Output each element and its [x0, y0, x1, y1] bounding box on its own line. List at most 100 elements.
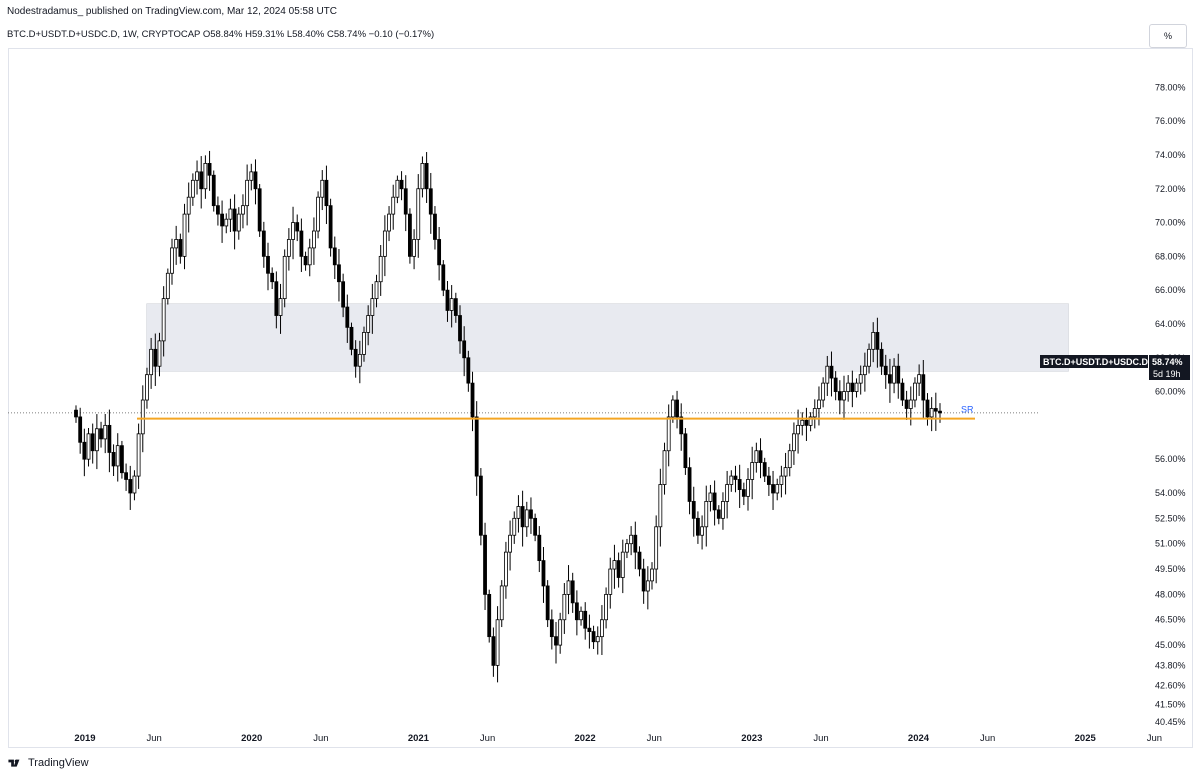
candle-body [729, 475, 734, 485]
candle-body [900, 382, 905, 401]
candle-body [913, 382, 917, 401]
candle-body [700, 526, 704, 536]
candle-body [779, 475, 784, 485]
candle-body [341, 281, 346, 308]
candle-body [366, 315, 371, 333]
candle-body [725, 484, 730, 502]
candle-body [504, 551, 508, 587]
price-axis[interactable]: 78.00% 76.00% 74.00% 72.00% 70.00% 68.00% 66.0… [1155, 82, 1186, 727]
candle-body [299, 230, 304, 257]
chart-frame [8, 48, 1193, 748]
candle-body [675, 399, 679, 418]
candle-body [508, 534, 512, 553]
candle-body [378, 255, 383, 283]
y-tick-label: 66.00% [1155, 285, 1186, 295]
candle-body [424, 163, 429, 190]
candle-body [395, 179, 400, 198]
candle-body [833, 377, 838, 392]
candle-body [145, 374, 149, 401]
x-tick-label: 2024 [908, 733, 930, 744]
candle-body [570, 580, 575, 604]
candle-body [186, 196, 191, 215]
candle-body [370, 298, 375, 316]
y-tick-label: 72.00% [1155, 184, 1186, 194]
candle-body [825, 365, 830, 384]
candle-body [808, 416, 813, 426]
y-tick-label: 68.00% [1155, 251, 1186, 261]
candle-body [270, 272, 275, 283]
candle-body [391, 196, 396, 215]
candle-body [595, 636, 600, 643]
candle-body [174, 239, 179, 249]
candle-body [136, 433, 141, 477]
x-tick-label: 2019 [74, 733, 95, 744]
candle-body [257, 188, 262, 232]
candle-body [591, 631, 596, 643]
y-tick-label: 48.00% [1155, 589, 1186, 599]
candle-body [562, 593, 567, 621]
y-tick-label: 51.00% [1155, 539, 1186, 549]
candle-body [316, 196, 320, 232]
candle-body [829, 365, 834, 379]
time-axis[interactable]: 2019 Jun 2020 Jun 2021 Jun 2022 Jun 2023 Jun 2024 J… [74, 733, 1162, 744]
candle-body [787, 450, 792, 469]
candle-body [478, 475, 483, 536]
candle-body [921, 374, 926, 401]
candle-body [917, 374, 922, 384]
candle-body [195, 171, 199, 181]
candle-body [587, 627, 592, 632]
footer-brand[interactable]: TradingView [7, 757, 89, 769]
candle-body [266, 255, 270, 274]
candle-body [758, 450, 763, 463]
candle-body [650, 568, 654, 582]
candle-body [140, 399, 145, 435]
y-tick-label: 43.80% [1155, 660, 1186, 670]
candle-body [94, 428, 99, 452]
price-tag: BTC.D+USDT.D+USDC.D 58.74% 5d 19h [1040, 355, 1190, 380]
candle-body [495, 619, 500, 666]
x-tick-label: Jun [813, 733, 828, 744]
candle-body [620, 551, 625, 578]
candles-group [74, 150, 942, 683]
publisher-line: Nodestradamus_ published on TradingView.… [7, 6, 338, 17]
candle-body [99, 428, 103, 440]
candle-body [933, 408, 938, 412]
x-tick-label: 2025 [1075, 733, 1097, 744]
candle-body [896, 365, 901, 384]
symbol-legend: BTC.D+USDT.D+USDC.D, 1W, CRYPTOCAP O58.8… [7, 29, 435, 40]
candle-body [775, 484, 780, 494]
candle-body [433, 213, 437, 240]
candle-body [683, 433, 688, 469]
price-tag-value: 58.74% [1152, 357, 1183, 367]
candle-body [203, 163, 208, 190]
candle-body [658, 484, 663, 528]
candle-body [750, 462, 755, 480]
candle-body [746, 479, 750, 497]
candle-body [520, 506, 525, 528]
candle-body [453, 298, 458, 316]
candle-body [349, 326, 354, 350]
candle-body [120, 445, 124, 474]
candle-body [766, 475, 771, 485]
candle-body [687, 467, 692, 502]
candle-body [149, 348, 154, 376]
candle-body [320, 179, 325, 198]
candle-body [716, 509, 721, 519]
candle-body [545, 585, 550, 621]
percent-scale-button[interactable]: % [1149, 24, 1187, 48]
candle-body [458, 315, 462, 342]
candle-body [566, 580, 571, 595]
candle-body [228, 208, 233, 220]
candle-body [533, 517, 538, 536]
candle-body [754, 450, 759, 463]
candle-body [929, 408, 934, 418]
candle-body [771, 484, 775, 494]
candle-body [783, 467, 788, 477]
candle-body [220, 213, 224, 227]
candle-body [416, 188, 421, 240]
candle-body [178, 239, 183, 257]
candle-body [90, 433, 95, 452]
candle-body [842, 391, 846, 401]
candle-body [82, 441, 87, 460]
